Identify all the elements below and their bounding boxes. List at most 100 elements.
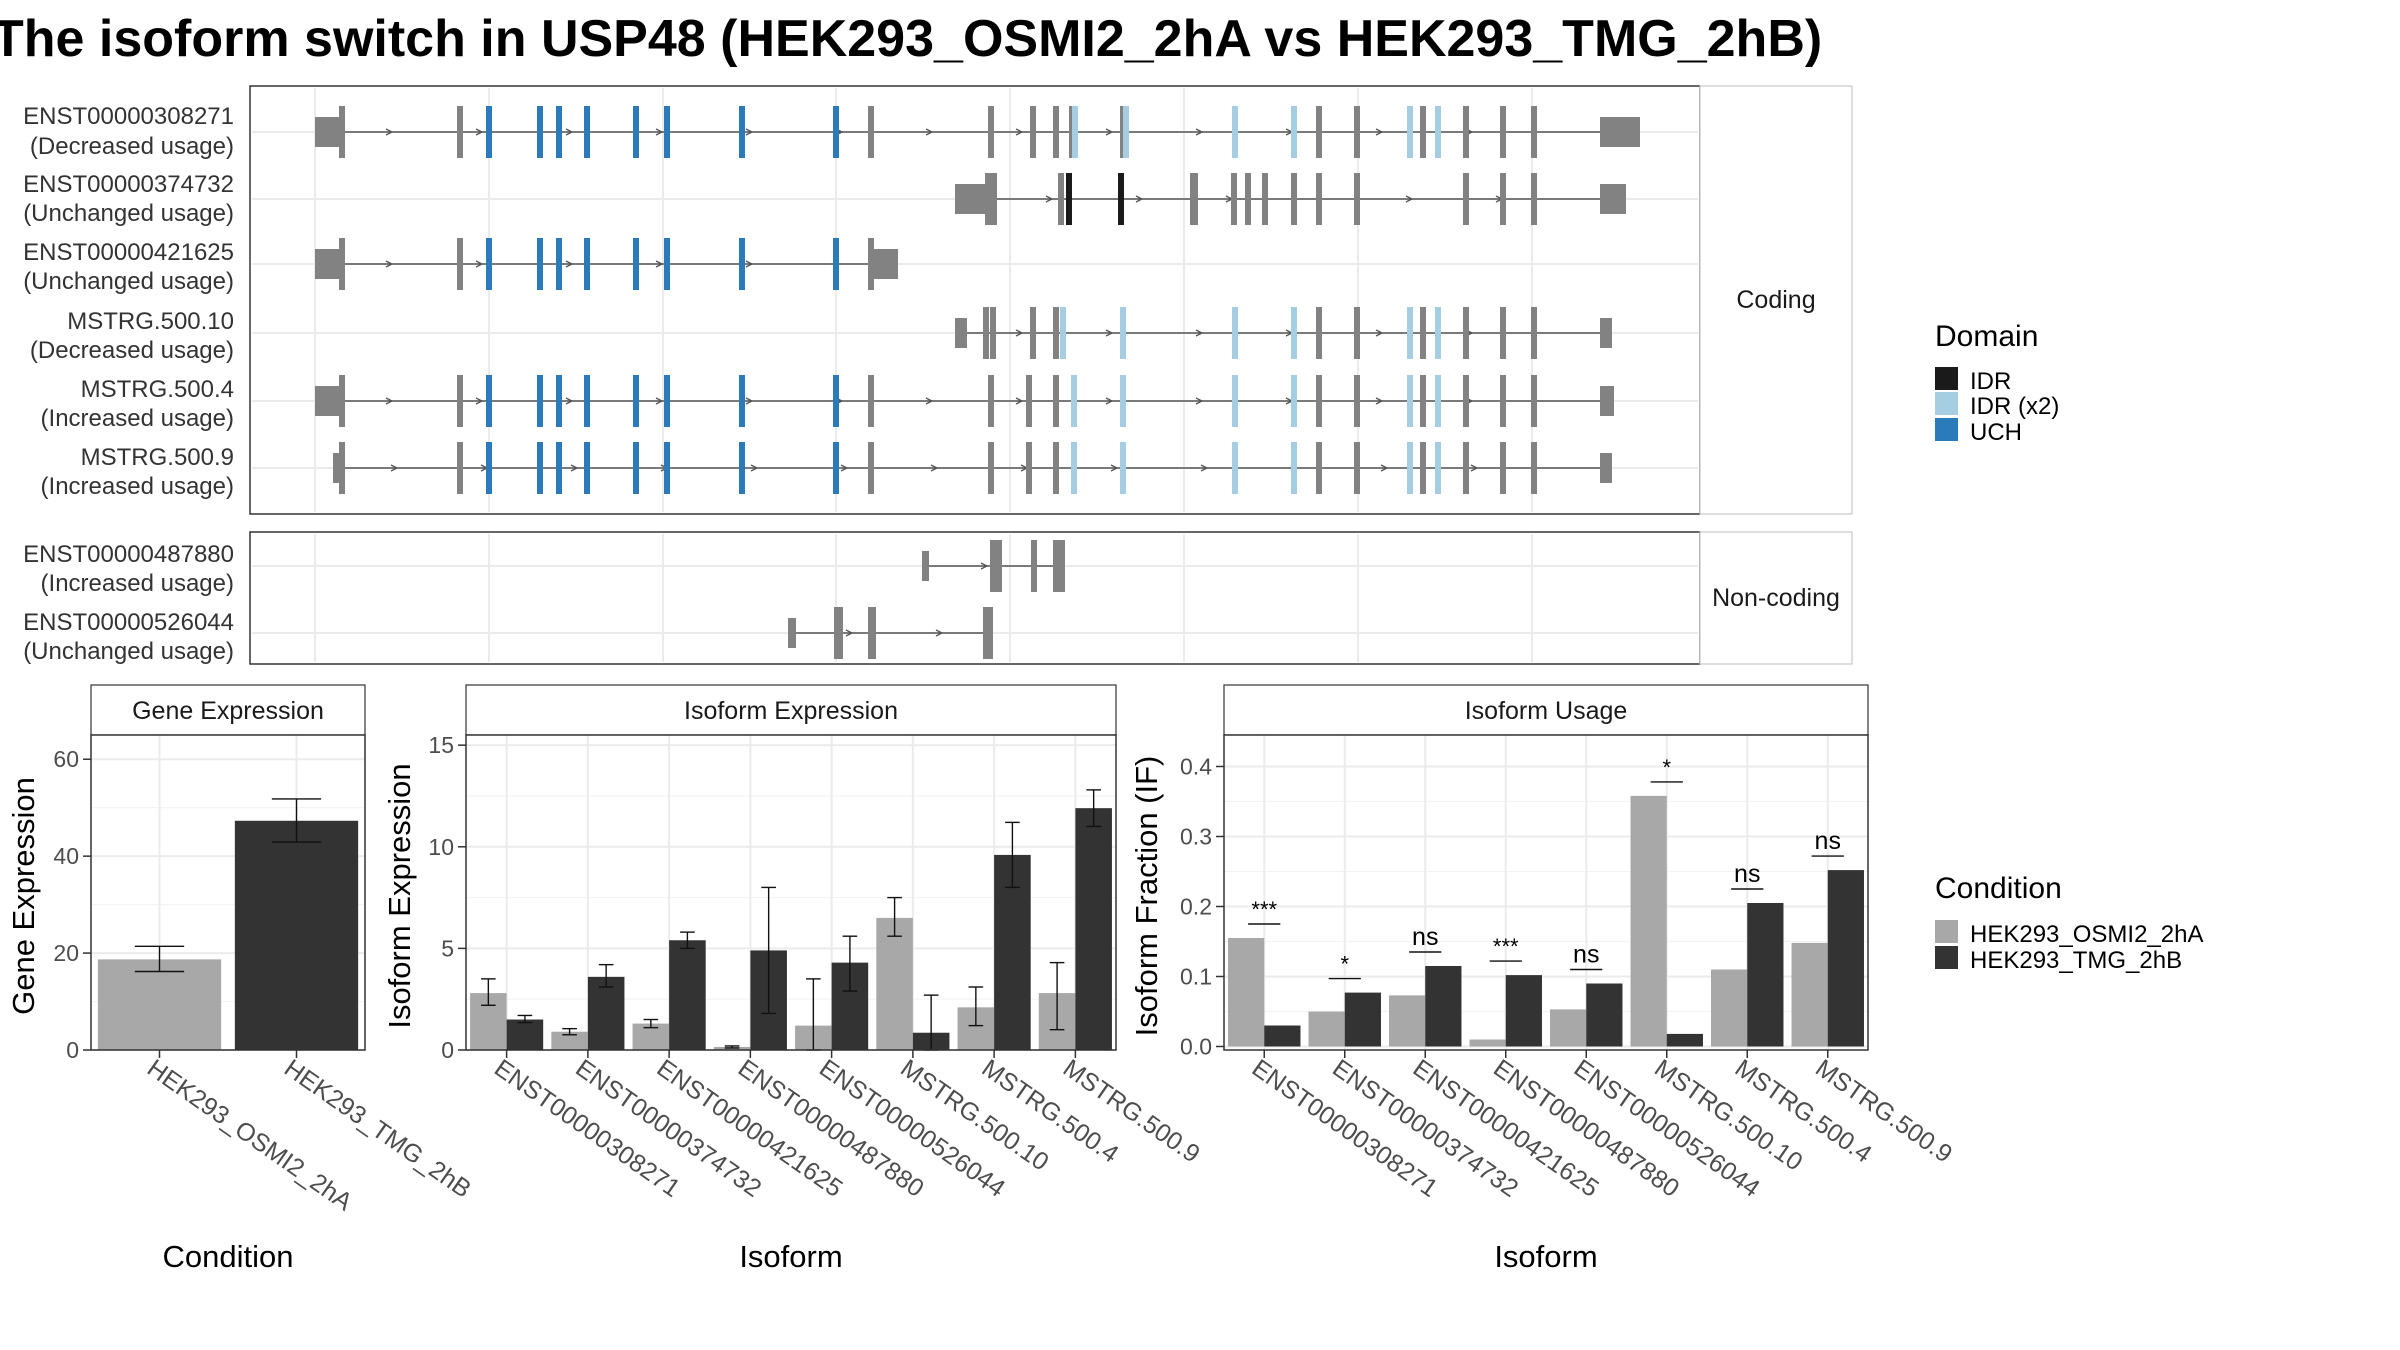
- gene-expression-xlabel: Condition: [163, 1239, 294, 1274]
- error-bar: [271, 798, 322, 843]
- transcript-track: [315, 106, 1640, 158]
- strand-arrow: [570, 464, 579, 472]
- domain-exon: [664, 238, 670, 290]
- bar: [1747, 903, 1784, 1047]
- strand-arrow: [1015, 128, 1024, 136]
- significance-label: ns: [1573, 941, 1599, 969]
- exon: [1531, 442, 1537, 494]
- strand-arrow: [1375, 397, 1384, 405]
- strand-arrow: [1135, 195, 1144, 203]
- domain-exon: [333, 453, 341, 483]
- error-bar: [562, 1027, 577, 1036]
- y-tick-label: 0.1: [1180, 964, 1212, 990]
- strand-arrow: [565, 397, 574, 405]
- exon: [339, 442, 345, 494]
- exon: [1500, 375, 1506, 427]
- domain-exon: [955, 318, 967, 348]
- strand-arrow: [385, 397, 394, 405]
- strand-arrow: [390, 464, 399, 472]
- bar: [1586, 983, 1623, 1047]
- transcript-label-id: ENST00000526044: [23, 609, 234, 636]
- isoform-expression-xlabel: Isoform: [739, 1239, 842, 1274]
- y-tick-label: 0.2: [1180, 894, 1212, 920]
- x-tick-label: MSTRG.500.9: [1058, 1054, 1205, 1169]
- domain-exon: [556, 238, 562, 290]
- bar: [1791, 942, 1828, 1047]
- bar: [506, 1019, 544, 1050]
- domain-exon: [486, 106, 492, 158]
- significance-label: ***: [1251, 897, 1277, 922]
- exon: [1053, 307, 1059, 359]
- domain-exon: [537, 238, 543, 290]
- bar: [876, 917, 913, 1050]
- plot-border: [1223, 734, 1869, 1051]
- isoform-expression-ylabel: Isoform Expression: [382, 763, 417, 1028]
- transcript-label-usage: (Unchanged usage): [23, 638, 234, 665]
- strand-arrow: [980, 562, 989, 570]
- condition-legend: Condition HEK293_OSMI2_2hA HEK293_TMG_2h…: [1935, 872, 2203, 974]
- gene-expression-title: Gene Expression: [132, 697, 324, 725]
- legend-swatch-cond-a: [1935, 920, 1958, 943]
- exon: [983, 307, 989, 359]
- exon: [1354, 106, 1360, 158]
- strand-arrow: [1195, 397, 1204, 405]
- transcript-label-usage: (Unchanged usage): [23, 268, 234, 295]
- legend-swatch-cond-b: [1935, 946, 1958, 969]
- domain-exon: [1120, 375, 1126, 427]
- domain-exon: [1118, 173, 1124, 225]
- x-tick-label: MSTRG.500.9: [1810, 1054, 1957, 1169]
- isoform-usage-xlabel: Isoform: [1494, 1239, 1597, 1274]
- exon: [1420, 375, 1426, 427]
- exon: [990, 307, 996, 359]
- strand-arrow: [475, 397, 484, 405]
- strand-arrow: [1195, 128, 1204, 136]
- domain-exon: [556, 106, 562, 158]
- exon: [1058, 173, 1064, 225]
- exon: [868, 607, 876, 659]
- exon: [1463, 375, 1469, 427]
- error-bar: [968, 986, 984, 1027]
- coding-strip-label: Coding: [1736, 286, 1815, 314]
- domain-exon: [486, 238, 492, 290]
- domain-exon: [537, 375, 543, 427]
- strand-arrow: [1405, 195, 1414, 203]
- significance-label: ns: [1815, 827, 1841, 855]
- domain-exon: [922, 551, 929, 581]
- domain-exon: [1120, 442, 1126, 494]
- exon: [1354, 173, 1360, 225]
- domain-exon: [1407, 375, 1413, 427]
- strand-arrow: [750, 464, 759, 472]
- domain-exon: [633, 238, 639, 290]
- bar: [234, 820, 359, 1050]
- domain-exon: [584, 375, 590, 427]
- plot-border: [465, 734, 1117, 1051]
- exon: [1420, 106, 1426, 158]
- bar: [1425, 966, 1462, 1047]
- transcript-track: [955, 307, 1612, 359]
- exon: [1354, 442, 1360, 494]
- domain-exon: [1232, 307, 1238, 359]
- bar: [1469, 1039, 1506, 1047]
- exon: [990, 540, 1002, 592]
- exon: [985, 173, 997, 225]
- y-tick-label: 5: [441, 935, 454, 961]
- exon: [1500, 442, 1506, 494]
- exon: [1420, 307, 1426, 359]
- isoform-usage-title: Isoform Usage: [1465, 697, 1628, 725]
- significance-label: ns: [1734, 860, 1760, 888]
- gene-expression-chart: Gene Expression Condition Gene Expressio…: [6, 684, 476, 1274]
- domain-exon: [1435, 375, 1441, 427]
- strand-arrow: [475, 260, 484, 268]
- domain-exon: [664, 106, 670, 158]
- domain-exon: [1600, 117, 1640, 147]
- domain-exon: [486, 442, 492, 494]
- domain-exon: [315, 386, 342, 416]
- domain-exon: [486, 375, 492, 427]
- strand-arrow: [1195, 329, 1204, 337]
- domain-exon: [833, 375, 839, 427]
- domain-exon: [788, 618, 796, 648]
- y-tick-label: 0: [66, 1037, 79, 1063]
- exon: [339, 238, 345, 290]
- transcript-track: [922, 540, 1065, 592]
